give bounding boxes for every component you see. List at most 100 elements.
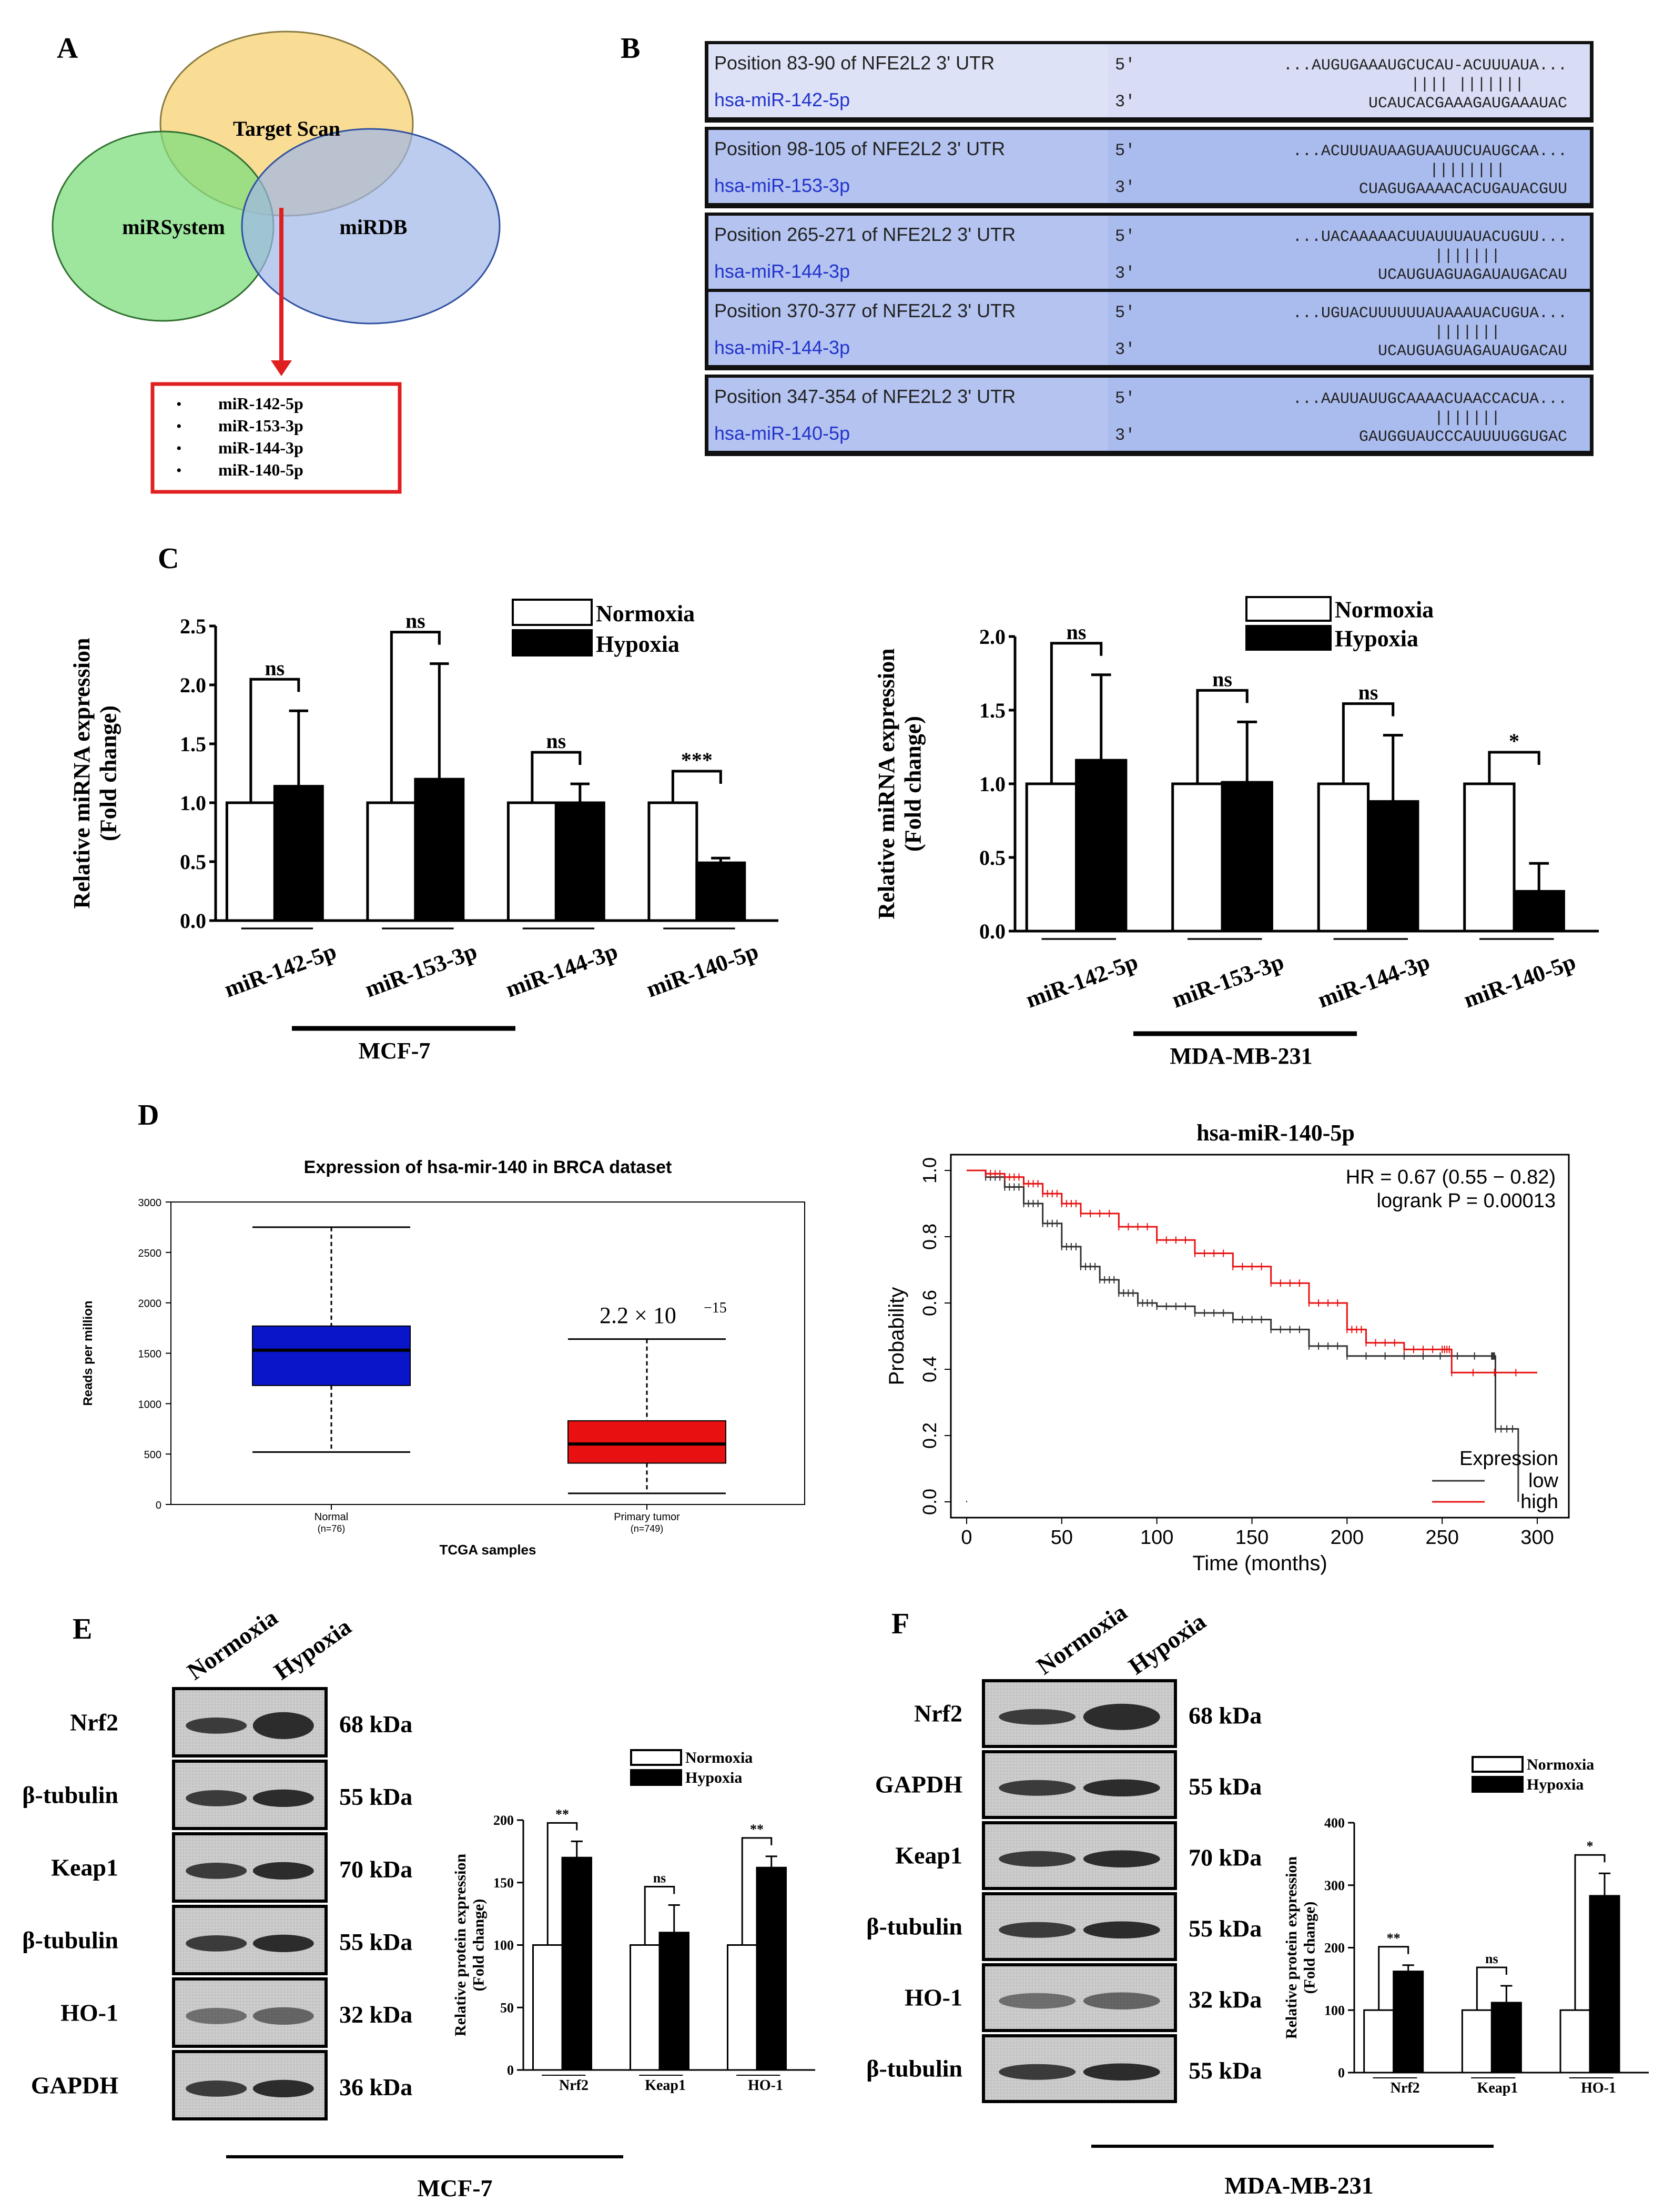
bar-normoxia — [1171, 782, 1224, 933]
alignment-pairs: |||||||| — [1429, 161, 1505, 179]
bar-normoxia — [630, 1944, 661, 2071]
y-tick-label: 0.8 — [919, 1224, 940, 1250]
blot-band-normoxia — [186, 1935, 247, 1952]
alignment-position: Position 98-105 of NFE2L2 3' UTR — [714, 138, 1005, 159]
blot-kda-label: 55 kDa — [339, 1928, 412, 1955]
y-tick-label: 0.5 — [979, 846, 1006, 870]
alignment-label-cell — [708, 44, 1108, 117]
bar-hypoxia — [414, 777, 465, 922]
blot-column-label: Normoxia — [1031, 1599, 1131, 1680]
p-value-exponent: −15 — [704, 1300, 727, 1316]
group-label: MDA-MB-231 — [1170, 1043, 1312, 1069]
venn-result-item: miR-153-3p — [218, 416, 303, 435]
blot-kda-label: 55 kDa — [1189, 2057, 1262, 2084]
bar-normoxia — [225, 801, 276, 922]
venn-result-bullet: • — [176, 440, 182, 457]
blot-band-hypoxia — [1083, 1779, 1160, 1796]
category-label: miR-153-3p — [361, 938, 480, 1002]
alignment-mirna-name: hsa-miR-153-3p — [714, 175, 850, 196]
blot-band-normoxia — [999, 1922, 1076, 1938]
bar-hypoxia — [1393, 1971, 1424, 2074]
venn-target-scan-label: Target Scan — [233, 117, 340, 140]
y-tick-label: 100 — [493, 1938, 514, 1953]
y-axis-label-line2: (Fold change) — [1301, 1902, 1318, 1994]
significance-label: ns — [653, 1871, 666, 1886]
significance-label: * — [1587, 1839, 1594, 1854]
legend-label-normoxia: Normoxia — [596, 601, 695, 627]
bar-hypoxia — [1490, 2002, 1522, 2074]
blot-band-hypoxia — [1083, 2063, 1160, 2080]
group-label: MDA-MB-231 — [1224, 2172, 1374, 2199]
category-label: HO-1 — [748, 2077, 783, 2094]
blot-band-hypoxia — [252, 1934, 314, 1953]
y-axis-label-line1: Relative miRNA expression — [69, 638, 95, 909]
y-tick-label: 400 — [1324, 1815, 1345, 1831]
alignment-5prime: 5' — [1115, 141, 1135, 160]
venn-mirdb-label: miRDB — [340, 215, 408, 239]
group-label: MCF-7 — [417, 2175, 492, 2201]
venn-arrow-head — [271, 360, 292, 376]
alignment-mirna-name: hsa-miR-142-5p — [714, 89, 850, 110]
legend-swatch-hypoxia — [1472, 1776, 1524, 1793]
significance-bracket — [1196, 689, 1249, 784]
significance-bracket — [671, 770, 722, 803]
x-axis-label: TCGA samples — [440, 1542, 536, 1558]
y-tick-label: 200 — [493, 1813, 514, 1828]
significance-label: *** — [681, 748, 713, 772]
category-label: Nrf2 — [559, 2077, 589, 2094]
category-label: Nrf2 — [1391, 2080, 1420, 2096]
significance-label: ns — [405, 609, 425, 633]
bar-normoxia — [647, 801, 698, 922]
bar-normoxia — [366, 801, 417, 922]
blot-band-hypoxia — [1083, 1992, 1160, 2009]
panel-d-km-plot: hsa-miR-140-5p 0 50 100 150 200 250 300 0.0 0.2 0.… — [885, 1120, 1570, 1575]
alignment-5prime: 5' — [1115, 227, 1135, 246]
bar-normoxia — [506, 801, 557, 922]
blot-band-hypoxia — [1083, 1921, 1160, 1938]
y-tick-label: 1.0 — [180, 791, 206, 815]
bar-normoxia — [1461, 2009, 1493, 2074]
significance-label: ns — [1067, 620, 1087, 644]
p-value-label: 2.2 × 10 — [600, 1302, 676, 1328]
legend-label-hypoxia: Hypoxia — [685, 1769, 742, 1786]
legend-label-high: high — [1520, 1491, 1558, 1513]
y-axis-label: Probability — [885, 1287, 908, 1386]
hazard-ratio-text: HR = 0.67 (0.55 − 0.82) — [1346, 1166, 1556, 1188]
alignment-3prime: 3' — [1115, 92, 1135, 112]
blot-band-hypoxia — [1083, 1703, 1160, 1730]
bar-hypoxia — [554, 801, 605, 922]
legend-swatch-hypoxia — [630, 1769, 682, 1786]
blot-band-hypoxia — [252, 2079, 314, 2098]
venn-mirdb-circle — [241, 128, 501, 325]
legend-swatch-hypoxia — [512, 629, 593, 656]
alignment-position: Position 370-377 of NFE2L2 3' UTR — [714, 300, 1016, 321]
bar-hypoxia — [1367, 800, 1419, 933]
y-tick-label: 0 — [1338, 2065, 1345, 2080]
y-tick-label: 500 — [144, 1449, 161, 1461]
x-axis-label: Time (months) — [1192, 1552, 1327, 1575]
legend-swatch-normoxia — [1472, 1756, 1524, 1773]
blot-band-normoxia — [999, 2064, 1076, 2080]
blot-kda-label: 70 kDa — [1189, 1844, 1262, 1871]
blot-kda-label: 36 kDa — [339, 2074, 412, 2100]
significance-label: * — [1509, 729, 1519, 753]
y-axis-label-line2: (Fold change) — [470, 1899, 488, 1992]
category-label: miR-144-3p — [1314, 948, 1433, 1013]
y-tick-label: 0.5 — [180, 850, 206, 874]
alignment-utr-seq: ...AAUUAUUGCAAAACUAACCACUA... — [1293, 390, 1567, 408]
panel-d-boxplot: Expression of hsa-mir-140 in BRCA datase… — [81, 1157, 805, 1558]
bar-hypoxia — [1513, 890, 1565, 933]
blot-kda-label: 55 kDa — [1189, 1915, 1262, 1942]
y-tick-label: 0.0 — [180, 909, 206, 933]
alignment-position: Position 265-271 of NFE2L2 3' UTR — [714, 224, 1016, 245]
legend-swatch-hypoxia — [1245, 625, 1332, 651]
y-tick-label: 2.0 — [979, 625, 1006, 649]
significance-bracket — [1050, 642, 1103, 784]
alignment-mirna-seq: CUAGUGAAAACACUGAUACGUU — [1359, 180, 1567, 198]
y-tick-label: 1500 — [138, 1349, 162, 1360]
bar-hypoxia — [1221, 781, 1273, 933]
origin-dot: · — [965, 1496, 969, 1507]
legend-label-hypoxia: Hypoxia — [1527, 1776, 1584, 1793]
